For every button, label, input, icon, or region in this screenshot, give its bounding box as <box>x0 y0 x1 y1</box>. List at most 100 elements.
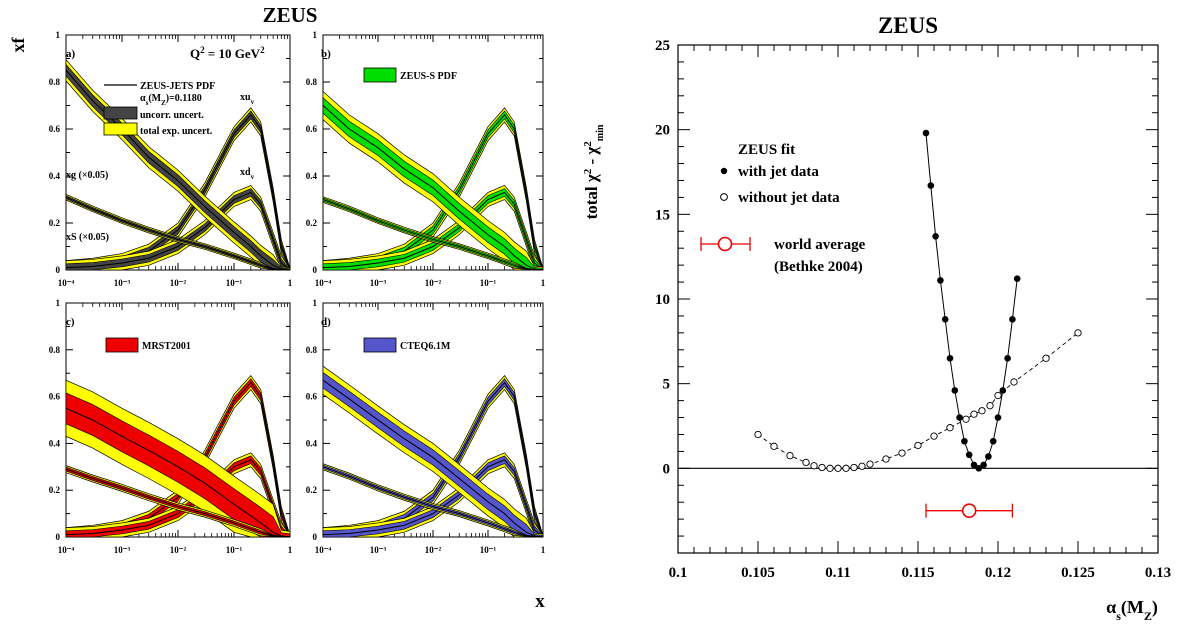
y-tick-label: 0.6 <box>49 124 61 134</box>
with-jet-point <box>951 387 959 394</box>
right-x-axis-label: αs(MZ) <box>1106 597 1158 623</box>
y-tick-label: 0.2 <box>306 485 318 495</box>
without-jet-point <box>946 424 954 432</box>
legend-a-total-swatch <box>103 122 138 136</box>
y-tick-label: 0.4 <box>306 171 318 181</box>
y-tick-label: 0 <box>56 265 61 275</box>
without-jet-point <box>834 464 842 472</box>
y-tick-label: 0 <box>313 532 318 542</box>
pdf-central-curve-3 <box>65 196 290 271</box>
x-tick-label: 10⁻³ <box>114 545 131 555</box>
y-tick-label: 0.4 <box>49 438 61 448</box>
without-jet-point <box>914 441 922 450</box>
chi2-y-tick-label: 20 <box>655 123 670 139</box>
chi2-x-tick-label: 0.125 <box>1061 565 1095 581</box>
legend-a-uncorr-swatch <box>103 106 138 120</box>
x-tick-label: 10⁻¹ <box>226 278 243 288</box>
curve-label-xs: xS (×0.05) <box>66 232 109 243</box>
without-jet-point <box>842 464 850 472</box>
panel-label-c: c) <box>66 316 75 328</box>
with-jet-point <box>956 414 963 421</box>
legend-d-swatch <box>363 337 397 353</box>
without-jet-point <box>962 415 970 423</box>
y-tick-label: 0 <box>56 532 61 542</box>
y-tick-label: 0.2 <box>49 485 61 495</box>
without-jet-point <box>898 449 906 457</box>
legend-world-avg-marker <box>717 236 733 252</box>
without-jet-point <box>802 458 810 467</box>
with-jet-point <box>970 461 978 469</box>
legend-a-total-label: total exp. uncert. <box>140 126 213 137</box>
x-tick-label: 10⁻¹ <box>226 545 243 555</box>
x-tick-label: 10⁻² <box>170 545 187 555</box>
y-tick-label: 1 <box>56 30 61 40</box>
without-jet-point <box>970 410 978 418</box>
legend-c-swatch <box>105 337 139 353</box>
pdf-panel-a: 10⁻⁴ 10⁻³ 10⁻² 10⁻¹ 1 0 0.2 0.4 0.6 0.8 1 <box>49 30 293 288</box>
without-jet-point <box>866 460 874 468</box>
with-jet-point <box>1013 275 1021 282</box>
with-jet-point <box>922 129 930 137</box>
with-jet-point <box>1004 354 1011 362</box>
panel-label-b: b) <box>321 48 331 60</box>
x-tick-label: 10⁻³ <box>370 278 387 288</box>
x-tick-label: 10⁻⁴ <box>315 545 332 555</box>
without-jet-point <box>978 407 986 415</box>
pdf-panel-c: 10⁻⁴ 10⁻³ 10⁻² 10⁻¹ 1 0 0.2 0.4 0.6 0.8 1 <box>49 298 293 555</box>
legend-world-avg-line1: world average <box>774 237 866 253</box>
y-tick-label: 0.6 <box>49 392 61 402</box>
q2-label: Q2 = 10 GeV2 <box>190 45 265 61</box>
with-jet-point <box>999 387 1007 394</box>
without-jet-point <box>1042 354 1050 362</box>
legend-a-line-label: ZEUS-JETS PDF <box>140 81 215 92</box>
without-jet-point <box>754 430 762 439</box>
with-jet-point <box>961 437 968 445</box>
x-tick-label: 10⁻⁴ <box>58 278 75 288</box>
with-jet-point <box>994 414 1002 421</box>
x-tick-label: 1 <box>288 278 293 288</box>
pdf-central-curve-2 <box>322 105 544 271</box>
with-jet-point <box>980 461 987 469</box>
legend-without-marker <box>720 193 728 201</box>
x-tick-label: 10⁻² <box>425 545 442 555</box>
chi2-x-tick-label: 0.105 <box>741 565 775 581</box>
y-tick-label: 0.8 <box>306 77 318 87</box>
with-jet-point <box>985 453 992 460</box>
right-y-axis-label: total χ2 - χ2min <box>582 124 606 219</box>
left-title: ZEUS <box>263 3 318 27</box>
without-jet-point <box>786 451 794 460</box>
without-jet-point <box>850 463 858 472</box>
chi2-y-tick-label: 25 <box>655 38 670 54</box>
world-average-point <box>961 503 977 518</box>
y-tick-label: 0.8 <box>49 77 61 87</box>
chi2-y-tick-label: 5 <box>663 377 671 393</box>
x-tick-label: 1 <box>541 545 546 555</box>
without-jet-point <box>826 464 834 472</box>
legend-a-alpha: αs(MZ)=0.1180 <box>140 93 202 107</box>
x-tick-label: 10⁻¹ <box>480 545 497 555</box>
panel-label-a: a) <box>66 48 76 60</box>
chi2-x-tick-label: 0.1 <box>669 565 688 581</box>
curve-label-xuv: xuv <box>240 92 255 106</box>
legend-with-marker <box>720 167 728 175</box>
curve-label-xg: xg (×0.05) <box>66 170 108 181</box>
legend-with-label: with jet data <box>738 164 819 180</box>
chi2-y-tick-label: 15 <box>655 207 670 223</box>
without-jet-point <box>858 462 866 470</box>
y-tick-label: 0 <box>313 265 318 275</box>
with-jet-point <box>965 451 973 459</box>
pdf-panel-b: 10⁻⁴ 10⁻³ 10⁻² 10⁻¹ 1 0 0.2 0.4 0.6 0.8 1 <box>306 30 546 288</box>
with-jet-point <box>975 465 983 472</box>
left-y-axis-label: xf <box>8 37 28 53</box>
pdf-central-curve-2 <box>65 407 291 538</box>
with-jet-line <box>925 133 1018 469</box>
chi2-x-tick-label: 0.115 <box>902 565 935 581</box>
chi2-x-tick-label: 0.11 <box>825 565 850 581</box>
y-tick-label: 0.6 <box>306 392 318 402</box>
legend-world-avg-line2: (Bethke 2004) <box>774 259 863 275</box>
x-tick-label: 1 <box>288 545 293 555</box>
y-tick-label: 0.2 <box>306 218 318 228</box>
chi2-y-tick-label: 10 <box>655 292 670 308</box>
with-jet-point <box>937 277 944 284</box>
